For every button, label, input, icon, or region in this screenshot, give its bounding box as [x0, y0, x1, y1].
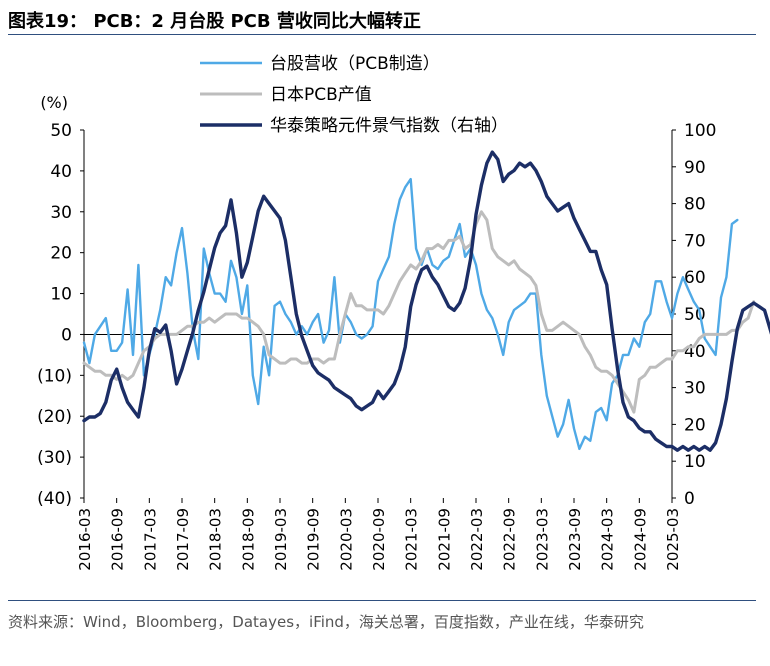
chart-title: 图表19： PCB：2 月台股 PCB 营收同比大幅转正: [8, 11, 421, 32]
legend-label: 台股营收（PCB制造）: [270, 54, 440, 74]
y-right-tick-label: 0: [684, 489, 695, 509]
y-left-tick-label: (40): [37, 489, 72, 509]
y-left-tick-label: (10): [37, 366, 72, 386]
y-left-tick-label: 50: [50, 121, 72, 141]
x-tick-label: 2021-03: [403, 508, 421, 571]
y-right-tick-label: 80: [684, 195, 706, 215]
x-tick-label: 2020-03: [337, 508, 355, 571]
source-note: 资料来源：Wind，Bloomberg，Datayes，iFind，海关总署，百…: [8, 613, 644, 631]
x-tick-label: 2017-03: [141, 508, 159, 571]
y-right-tick-label: 20: [684, 415, 706, 435]
y-left-tick-label: (20): [37, 407, 72, 427]
source-divider: [8, 600, 756, 601]
y-right-tick-label: 90: [684, 158, 706, 178]
x-tick-label: 2022-03: [468, 508, 486, 571]
x-tick-label: 2020-09: [370, 508, 388, 571]
x-tick-label: 2023-03: [533, 508, 551, 571]
x-tick-label: 2025-03: [664, 508, 682, 571]
y-right-tick-label: 60: [684, 268, 706, 288]
x-tick-label: 2024-09: [631, 508, 649, 571]
x-tick-label: 2021-09: [435, 508, 453, 571]
y-right-tick-label: 70: [684, 231, 706, 251]
series-line: [82, 150, 770, 452]
x-tick-label: 2016-09: [109, 508, 127, 571]
y-left-tick-label: (30): [37, 448, 72, 468]
y-left-axis-label: (%): [40, 93, 68, 112]
x-tick-label: 2019-09: [305, 508, 323, 571]
x-tick-label: 2023-09: [566, 508, 584, 571]
legend-label: 日本PCB产值: [270, 85, 372, 105]
x-tick-label: 2024-03: [599, 508, 617, 571]
y-left-tick-label: 30: [50, 203, 72, 223]
y-left-tick-label: 0: [61, 325, 72, 345]
y-right-tick-label: 100: [684, 121, 716, 141]
y-left-tick-label: 40: [50, 162, 72, 182]
x-tick-label: 2018-09: [239, 508, 257, 571]
y-left-tick-label: 10: [50, 285, 72, 305]
x-tick-label: 2018-03: [207, 508, 225, 571]
title-divider: [8, 34, 756, 35]
y-right-tick-label: 10: [684, 452, 706, 472]
x-tick-label: 2019-03: [272, 508, 290, 571]
y-left-tick-label: 20: [50, 244, 72, 264]
legend-label: 华泰策略元件景气指数（右轴）: [270, 116, 508, 136]
x-tick-label: 2016-03: [76, 508, 94, 571]
y-right-tick-label: 30: [684, 379, 706, 399]
x-tick-label: 2017-09: [174, 508, 192, 571]
x-tick-label: 2022-09: [501, 508, 519, 571]
